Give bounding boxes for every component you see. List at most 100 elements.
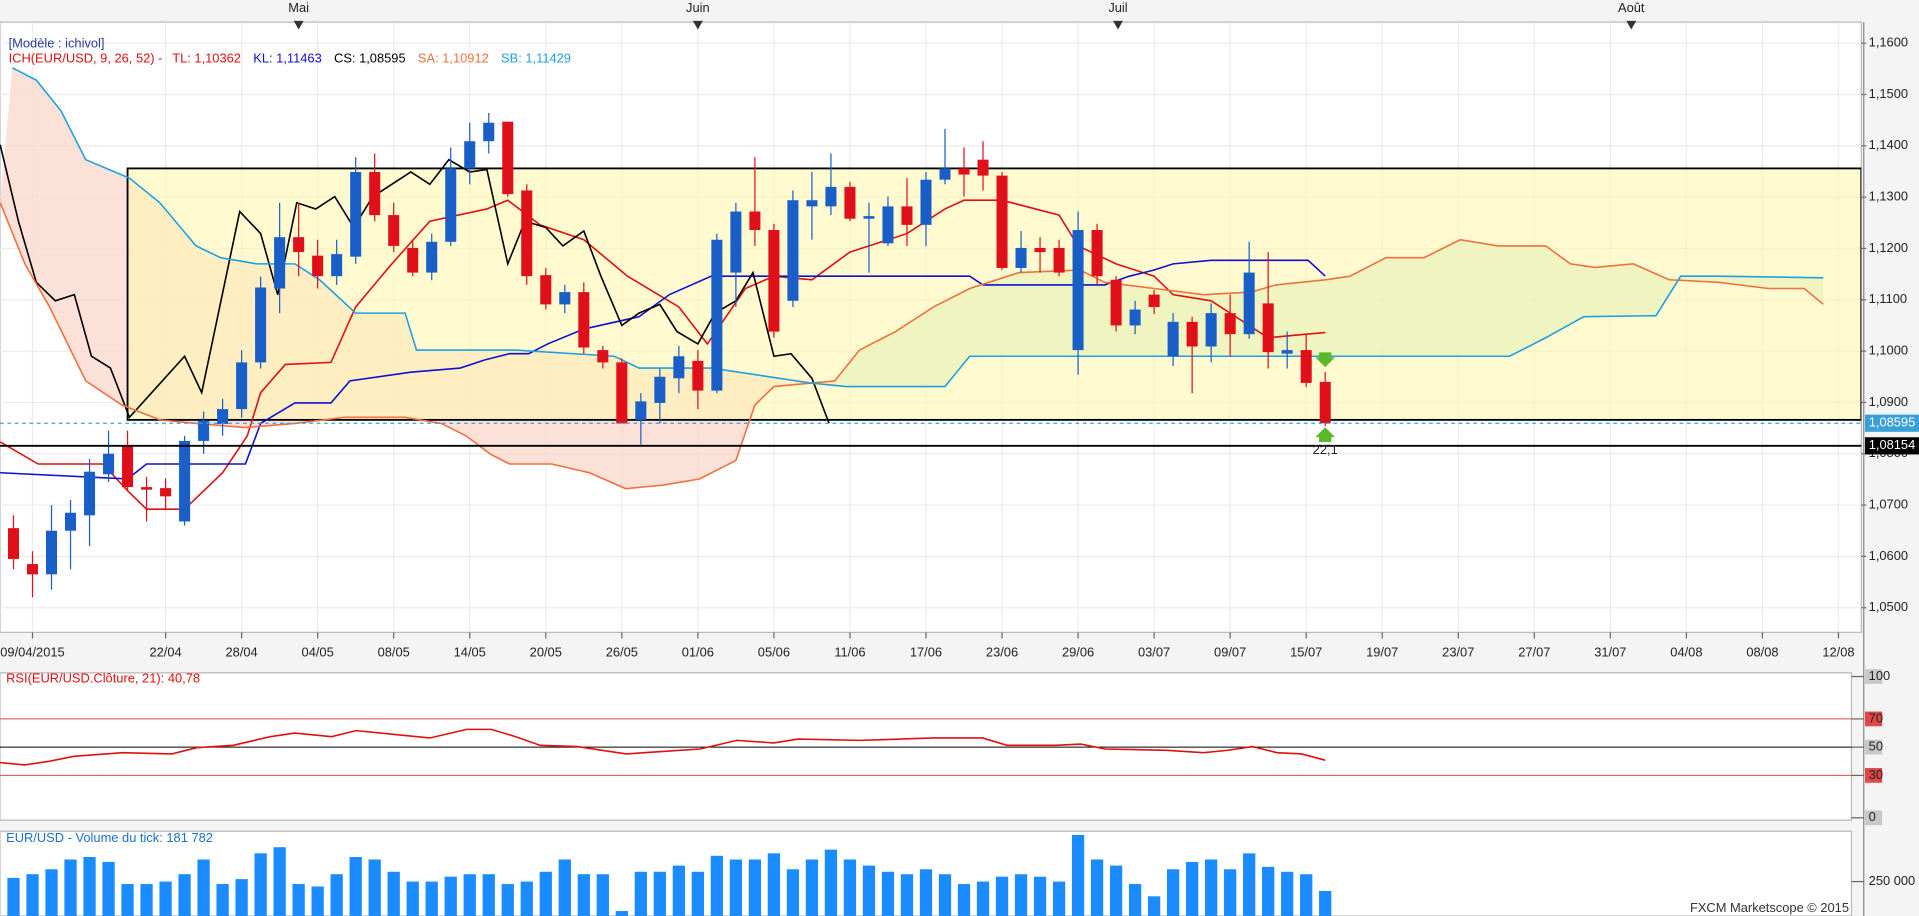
volume-bar <box>311 886 324 916</box>
volume-bar <box>368 859 381 916</box>
footer: FXCM Marketscope © 2015 <box>1690 900 1849 915</box>
candle-body <box>84 471 96 516</box>
volume-bar <box>482 874 495 916</box>
candle-body <box>426 241 438 273</box>
candle-body <box>1148 294 1160 307</box>
y-tick-label: 1,0700 <box>1869 496 1908 511</box>
volume-bar <box>957 884 971 916</box>
volume-bar <box>558 859 571 916</box>
volume-bar <box>900 874 914 916</box>
volume-bar <box>862 865 876 916</box>
candle-body <box>407 247 419 273</box>
volume-bar <box>710 855 724 916</box>
candle-body <box>217 409 229 424</box>
price-label: 1,08595 <box>1869 415 1916 430</box>
candle-body <box>483 122 495 142</box>
volume-bar <box>995 876 1009 916</box>
candle-body <box>1072 229 1084 351</box>
price-label: 1,08154 <box>1869 437 1916 452</box>
legend-entry: SA: 1,10912 <box>418 50 489 65</box>
volume-bar <box>729 859 743 916</box>
volume-bar <box>596 874 609 916</box>
volume-bar <box>235 879 248 916</box>
candle-body <box>502 121 514 195</box>
volume-bar <box>7 877 20 916</box>
x-tick-label: 26/05 <box>606 645 638 660</box>
x-tick-label: 23/07 <box>1442 645 1474 660</box>
y-tick-label: 1,0900 <box>1869 394 1908 409</box>
month-marker <box>293 20 304 30</box>
x-tick-label: 04/08 <box>1670 645 1702 660</box>
y-tick-label: 1,1200 <box>1869 240 1908 255</box>
candle-body <box>939 168 951 180</box>
volume-bar <box>539 871 552 916</box>
model-label: [Modèle : ichivol] <box>9 36 105 51</box>
x-tick-label: 15/07 <box>1290 645 1322 660</box>
candle-body <box>768 229 780 332</box>
candle-body <box>445 168 457 242</box>
volume-bar <box>1205 859 1218 916</box>
volume-bar <box>178 874 191 916</box>
x-tick-label: 22/04 <box>149 645 181 660</box>
candle-body <box>521 190 533 277</box>
x-tick-label: 17/06 <box>910 645 942 660</box>
volume-bar <box>1014 874 1028 916</box>
y-tick-label: 1,0600 <box>1869 548 1908 563</box>
volume-bar <box>216 884 229 916</box>
volume-bar <box>634 871 647 916</box>
indicator-line <box>0 144 830 424</box>
legend-entry: SB: 1,11429 <box>501 50 571 65</box>
month-marker <box>1626 20 1637 30</box>
candle-body <box>331 254 343 277</box>
x-tick-label: 09/04/2015 <box>0 645 64 660</box>
x-tick-label: 28/04 <box>226 645 258 660</box>
candle-body <box>616 362 628 424</box>
volume-bar <box>1166 869 1180 916</box>
candle-body <box>141 487 153 490</box>
volume-bar <box>976 881 990 916</box>
candle-body <box>65 512 77 531</box>
candle-body <box>692 360 704 391</box>
candle-body <box>1186 321 1198 347</box>
x-tick-label: 29/06 <box>1062 645 1094 660</box>
volume-bar <box>349 857 362 916</box>
candle-body <box>958 168 970 175</box>
volume-bar <box>653 871 666 916</box>
volume-bar <box>64 859 77 916</box>
candle-body <box>122 446 134 488</box>
candle-body <box>1167 321 1179 357</box>
candle-body <box>350 171 362 257</box>
candle-body <box>996 175 1008 268</box>
candle-body <box>179 440 191 522</box>
candle-body <box>787 200 799 301</box>
price-label-bg <box>1864 437 1919 455</box>
volume-bar <box>767 853 781 916</box>
volume-bar <box>1090 859 1104 916</box>
candle-body <box>882 206 894 244</box>
volume-bar <box>1300 874 1313 916</box>
candle-body <box>635 401 647 420</box>
volume-bar <box>938 874 952 916</box>
candle-body <box>1224 313 1236 335</box>
indicator-line <box>11 67 1824 388</box>
candle-body <box>730 211 742 273</box>
rsi-tick-label: 100 <box>1869 668 1890 683</box>
candle-body <box>26 564 39 575</box>
candle-body <box>711 239 723 391</box>
candle-body <box>1053 247 1065 273</box>
volume-bar <box>1281 871 1294 916</box>
volume-bar <box>1109 865 1123 916</box>
candle-body <box>236 362 248 410</box>
y-tick-label: 1,1000 <box>1869 343 1908 358</box>
volume-bar <box>1224 869 1237 916</box>
candle-body <box>1300 350 1312 383</box>
candle-body <box>1110 279 1122 326</box>
indicator-line <box>0 199 1326 510</box>
volume-bar <box>45 869 58 916</box>
x-tick-label: 27/07 <box>1518 645 1550 660</box>
x-tick-label: 23/06 <box>986 645 1018 660</box>
volume-bar <box>273 847 286 916</box>
y-tick-label: 1,1400 <box>1869 137 1908 152</box>
candle-body <box>749 211 761 230</box>
